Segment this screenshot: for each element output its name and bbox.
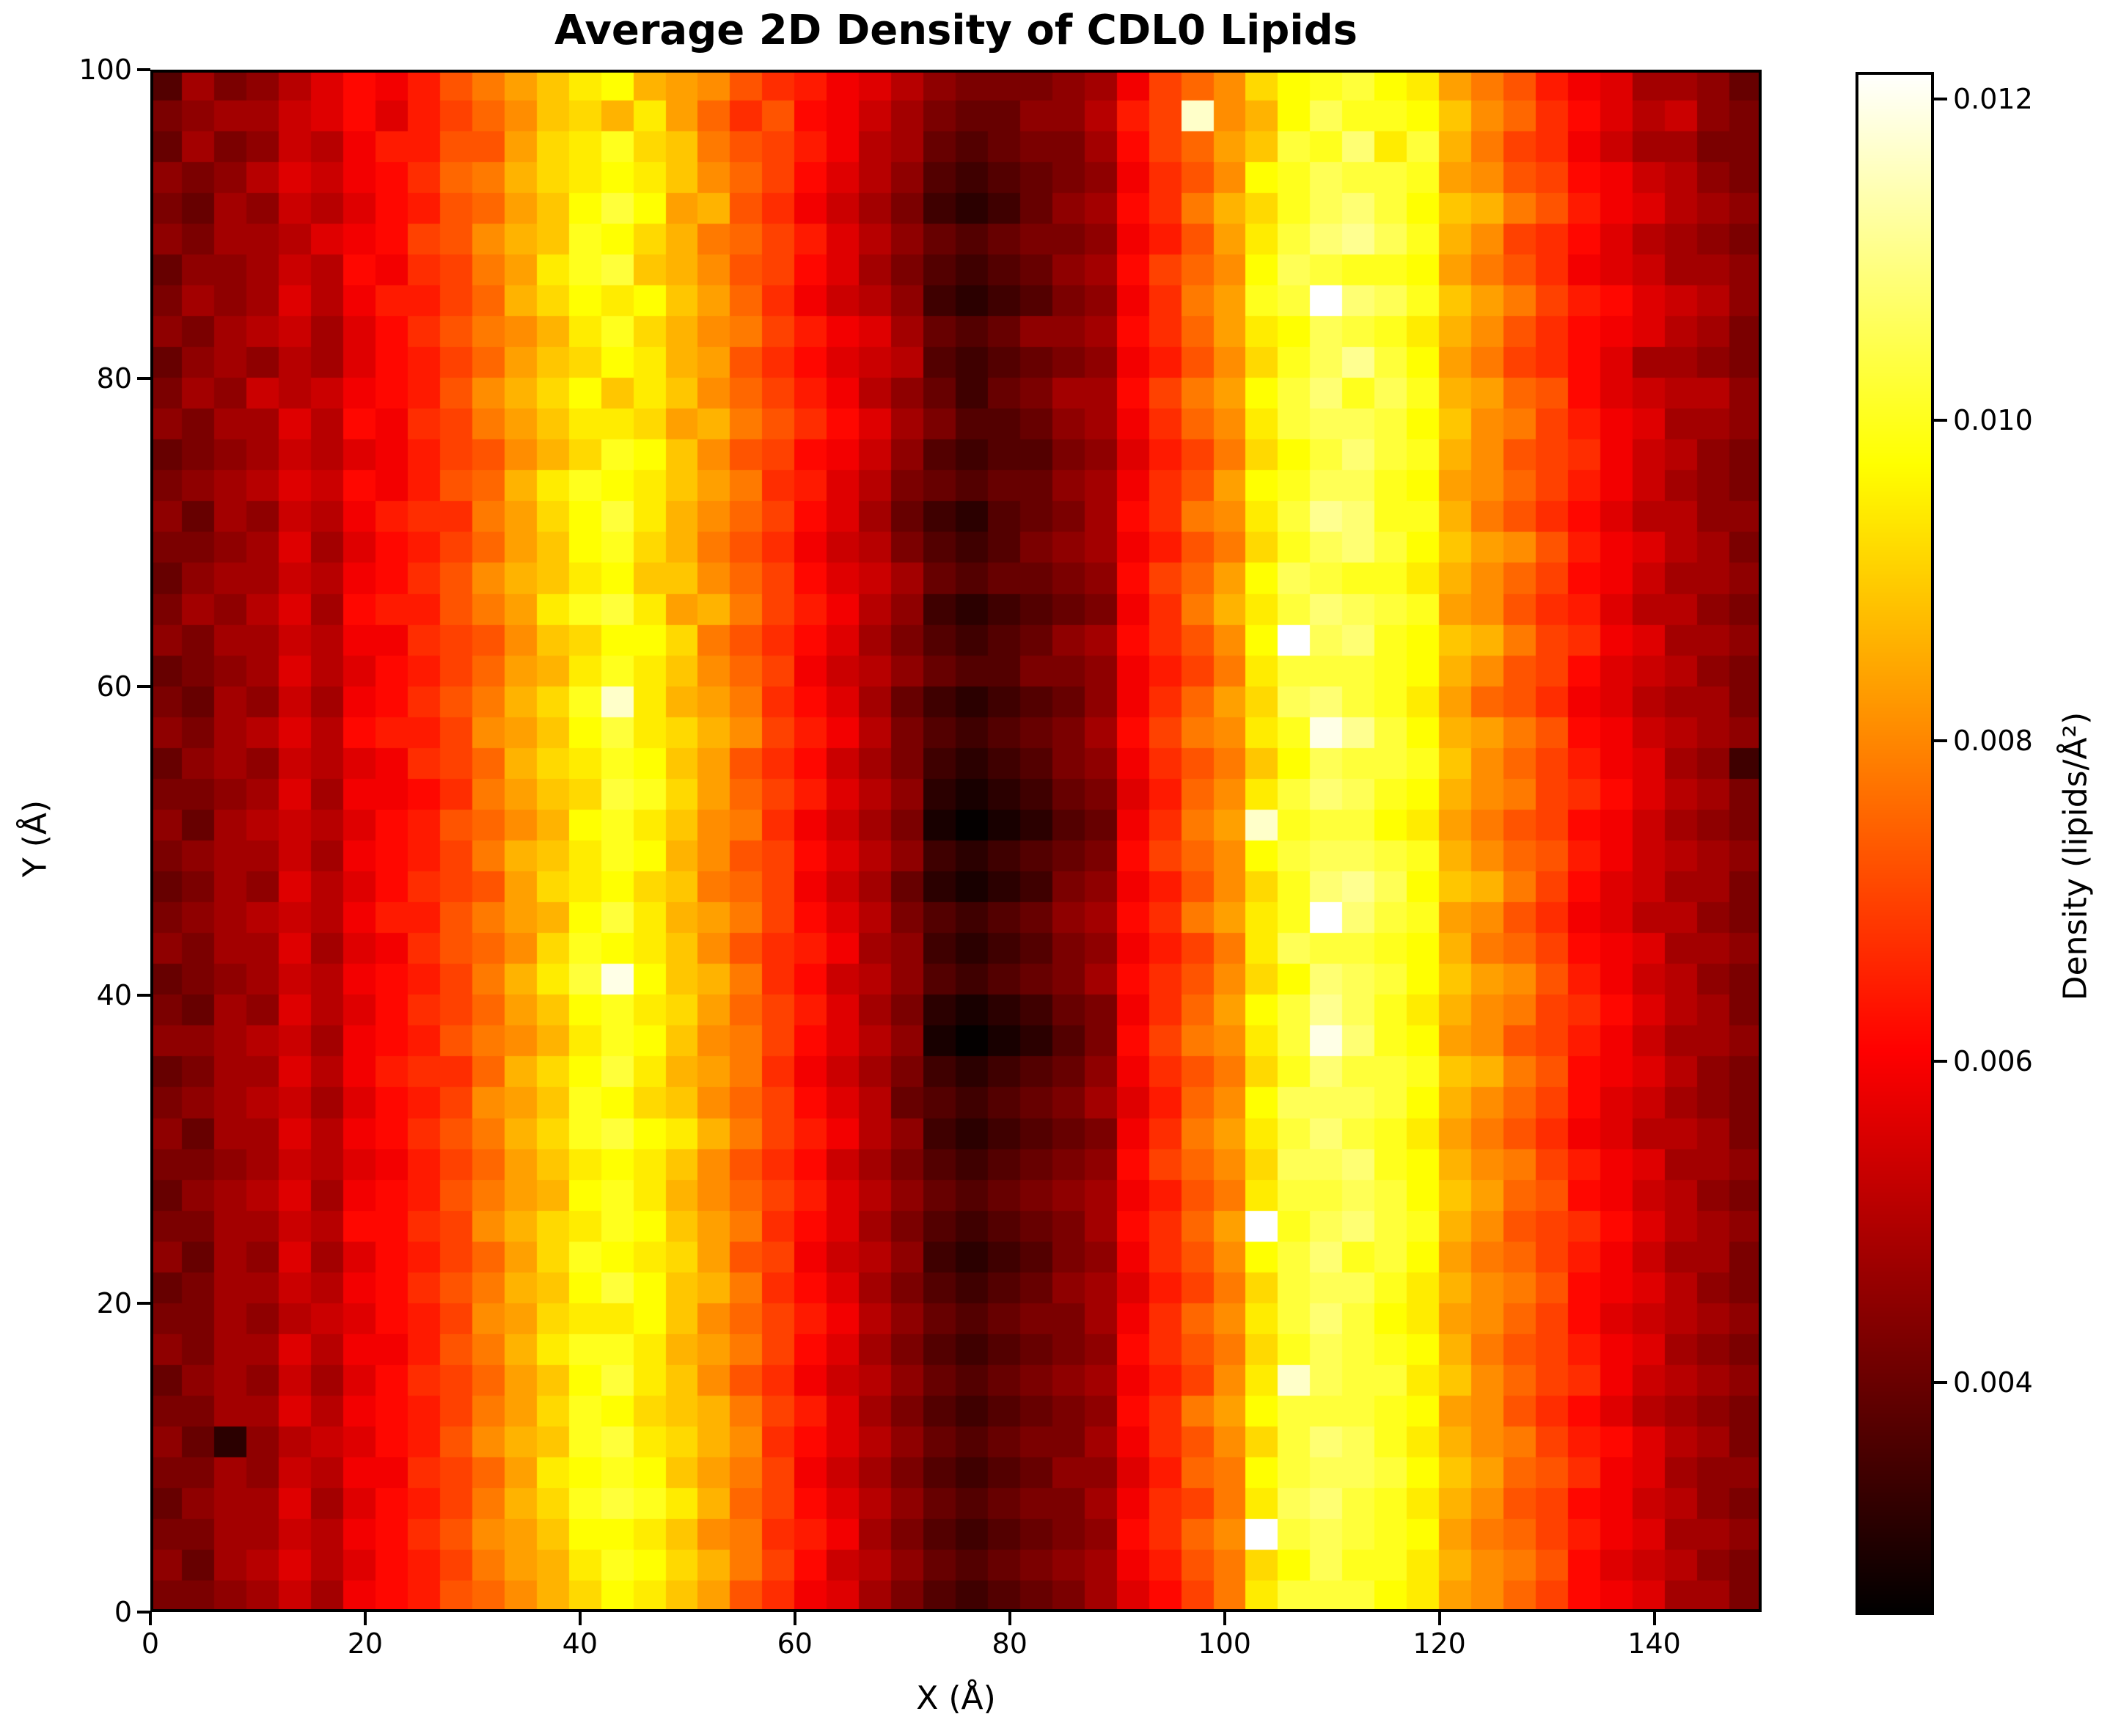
colorbar-label: Density (lipids/Å²) [2056,711,2095,1001]
x-tick-mark [1652,1612,1656,1625]
y-tick-label: 40 [96,978,132,1011]
colorbar-tick-label: 0.006 [1953,1045,2033,1078]
x-tick-mark [363,1612,367,1625]
x-tick-mark [578,1612,582,1625]
y-tick-label: 100 [78,54,132,86]
x-tick-label: 0 [141,1627,160,1660]
y-tick-mark [137,376,150,380]
y-tick-mark [137,1302,150,1305]
x-tick-mark [149,1612,152,1625]
x-tick-mark [1437,1612,1441,1625]
colorbar-tick-mark [1934,739,1947,743]
x-tick-mark [793,1612,796,1625]
x-tick-label: 140 [1627,1627,1681,1660]
heatmap-canvas [150,70,1762,1612]
y-tick-label: 60 [96,670,132,703]
x-tick-label: 80 [992,1627,1027,1660]
x-tick-label: 40 [562,1627,598,1660]
y-tick-mark [137,685,150,689]
chart-title: Average 2D Density of CDL0 Lipids [554,7,1358,54]
colorbar-tick-mark [1934,1060,1947,1063]
colorbar-tick-mark [1934,1380,1947,1384]
x-tick-label: 60 [777,1627,813,1660]
colorbar-tick-label: 0.008 [1953,725,2033,758]
colorbar-tick-label: 0.012 [1953,83,2033,116]
x-axis-label: X (Å) [916,1680,996,1717]
colorbar-tick-label: 0.010 [1953,403,2033,436]
colorbar-gradient [1856,72,1934,1615]
x-tick-label: 20 [347,1627,384,1660]
y-tick-label: 80 [96,362,132,395]
y-tick-label: 0 [114,1596,132,1628]
y-tick-label: 20 [96,1287,132,1320]
colorbar-tick-mark [1934,98,1947,101]
y-tick-mark [137,1611,150,1614]
x-tick-label: 100 [1198,1627,1251,1660]
y-tick-mark [137,993,150,997]
colorbar-tick-mark [1934,418,1947,422]
x-tick-mark [1223,1612,1226,1625]
colorbar-tick-label: 0.004 [1953,1366,2033,1399]
x-tick-label: 120 [1413,1627,1466,1660]
y-tick-mark [137,68,150,71]
x-tick-mark [1008,1612,1011,1625]
